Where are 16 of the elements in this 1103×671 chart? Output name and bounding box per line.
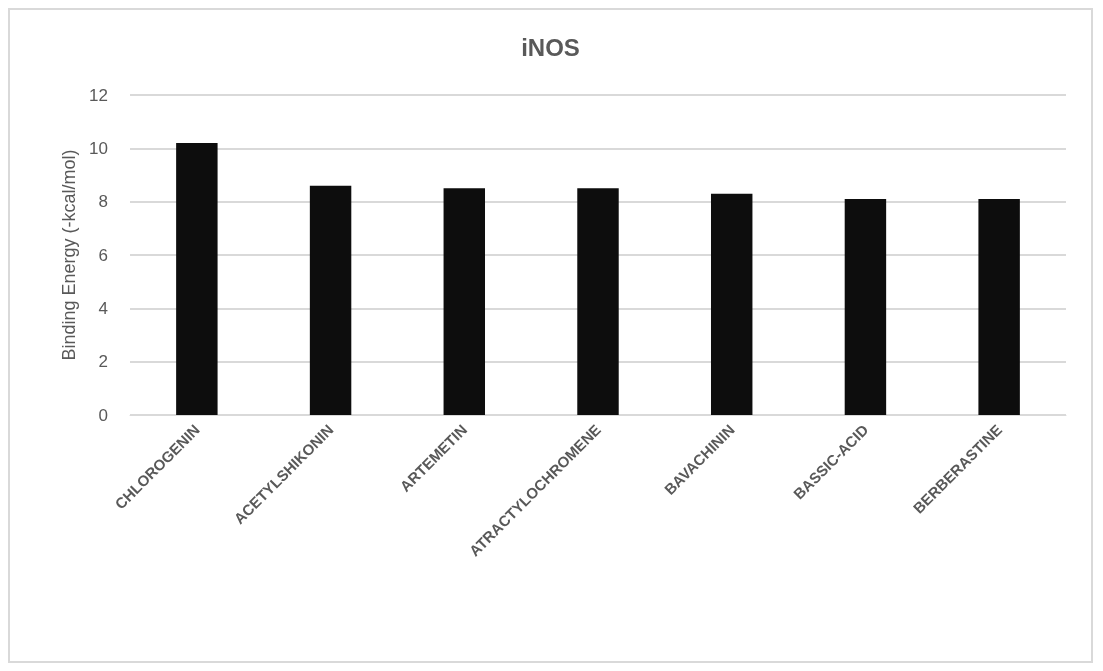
- bar: [710, 193, 753, 415]
- bar: [978, 199, 1020, 415]
- bar: [844, 199, 887, 415]
- chart-title: iNOS: [521, 33, 580, 61]
- y-tick-label: 2: [98, 352, 108, 372]
- y-tick-label: 8: [98, 192, 108, 212]
- y-tick-label: 4: [98, 298, 108, 318]
- y-tick-label: 6: [98, 245, 108, 265]
- bar: [176, 143, 218, 415]
- y-tick-label: 12: [89, 85, 108, 105]
- bar: [577, 188, 619, 415]
- bar: [309, 185, 352, 415]
- bar: [443, 188, 486, 415]
- y-axis-title: Binding Energy (-kcal/mol): [59, 149, 80, 361]
- y-tick-label: 0: [98, 405, 108, 425]
- y-tick-label: 10: [89, 138, 108, 158]
